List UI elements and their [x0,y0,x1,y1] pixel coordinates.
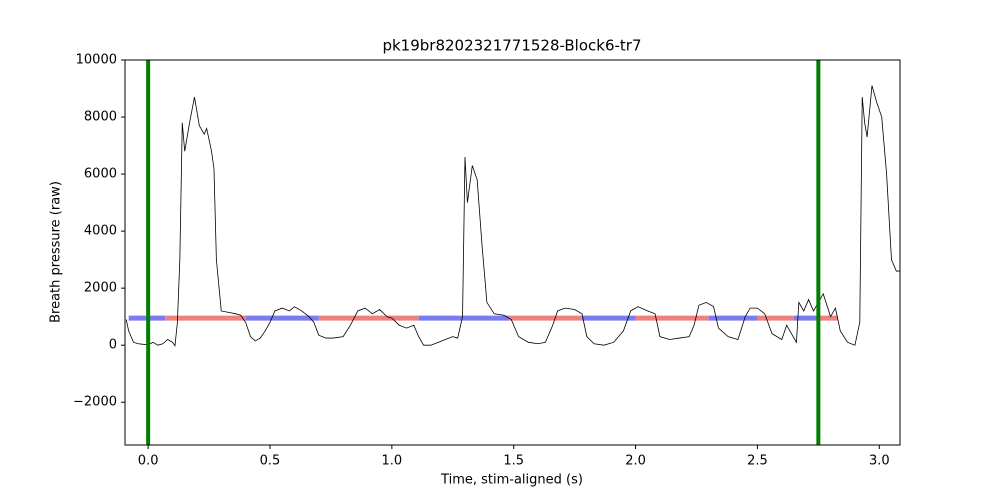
y-tick-label: 10000 [76,53,117,68]
x-axis-label: Time, stim-aligned (s) [440,473,583,488]
y-tick-label: 2000 [84,281,117,296]
y-tick-label: 8000 [84,110,117,125]
y-tick-label: 4000 [84,224,117,239]
x-tick-label: 1.5 [503,454,524,469]
y-tick-label: −2000 [73,395,117,410]
y-tick-label: 6000 [84,167,117,182]
x-tick-label: 2.0 [625,454,646,469]
y-axis-label: Breath pressure (raw) [49,181,64,323]
chart-title: pk19br8202321771528-Block6-tr7 [382,37,641,55]
trace-line [125,85,900,347]
x-tick-label: 1.0 [382,454,403,469]
x-tick-label: 2.5 [747,454,768,469]
x-tick-label: 0.0 [138,454,159,469]
x-tick-label: 3.0 [869,454,890,469]
x-tick-label: 0.5 [260,454,281,469]
y-tick-label: 0 [109,338,117,353]
plot-frame [124,59,901,446]
